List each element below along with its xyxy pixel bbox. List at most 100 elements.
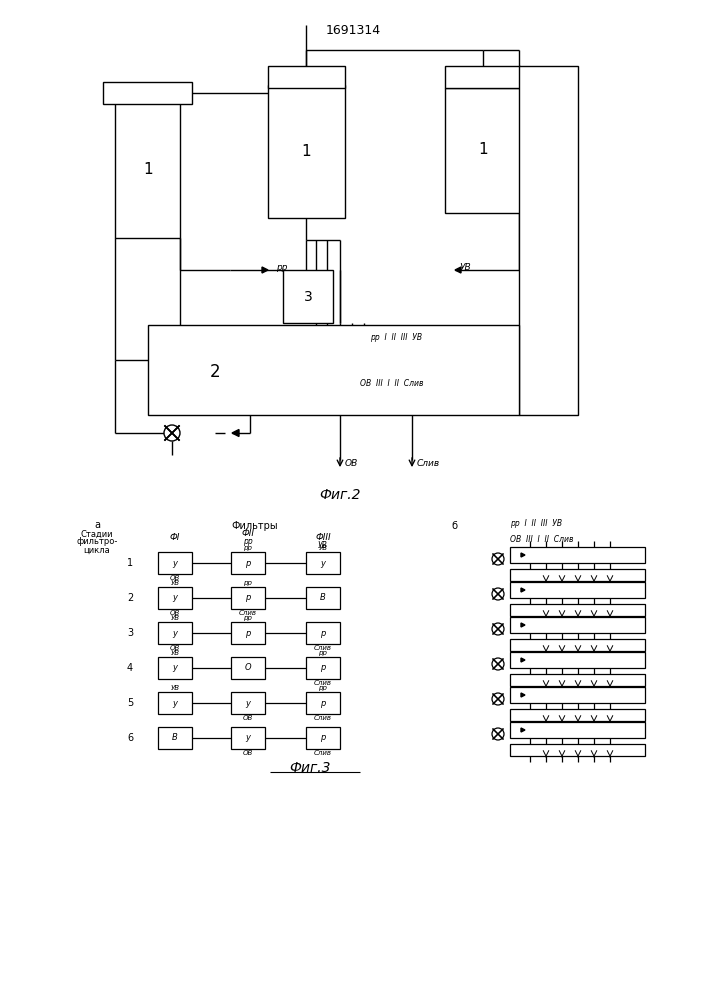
Text: Фиг.2: Фиг.2	[320, 488, 361, 502]
Text: ОВ: ОВ	[243, 750, 253, 756]
Bar	[519, 66, 578, 415]
Bar	[231, 587, 265, 609]
Text: у: у	[320, 558, 325, 568]
Text: Стадии: Стадии	[81, 530, 113, 538]
Text: В: В	[320, 593, 326, 602]
Text: 4: 4	[127, 663, 133, 673]
Bar	[158, 622, 192, 644]
Text: Слив: Слив	[314, 750, 332, 756]
Bar	[510, 617, 645, 633]
Circle shape	[492, 588, 504, 600]
Text: УВ: УВ	[460, 262, 472, 271]
Text: рр: рр	[243, 615, 252, 621]
Text: В: В	[172, 734, 178, 742]
Text: цикла: цикла	[83, 546, 110, 554]
Bar	[283, 270, 333, 323]
Bar	[231, 727, 265, 749]
Text: у: у	[245, 734, 250, 742]
Text: ОВ: ОВ	[170, 645, 180, 651]
Bar	[510, 639, 645, 651]
Text: рр: рр	[276, 262, 288, 271]
Bar	[306, 622, 340, 644]
Text: фильтро-: фильтро-	[76, 538, 117, 546]
Text: ОВ  III  I  II  Слив: ОВ III I II Слив	[360, 378, 423, 387]
Text: Слив: Слив	[417, 460, 440, 468]
Text: рр: рр	[243, 545, 252, 551]
Bar	[445, 66, 520, 88]
Polygon shape	[521, 553, 525, 557]
Bar	[510, 569, 645, 581]
Text: р: р	[245, 558, 251, 568]
Bar	[231, 552, 265, 574]
Text: 2: 2	[210, 363, 221, 381]
Text: ОВ: ОВ	[170, 610, 180, 616]
Polygon shape	[521, 588, 525, 592]
Circle shape	[492, 553, 504, 565]
Text: ФI: ФI	[170, 534, 180, 542]
Text: 1: 1	[144, 161, 153, 176]
Text: р: р	[245, 593, 251, 602]
Text: рр: рр	[243, 580, 252, 586]
Text: у: у	[245, 698, 250, 708]
Bar	[510, 687, 645, 703]
Bar	[148, 325, 519, 415]
Bar	[306, 692, 340, 714]
Text: ОВ: ОВ	[243, 715, 253, 721]
Text: рр: рр	[243, 536, 253, 546]
Text: УВ: УВ	[170, 615, 180, 621]
Circle shape	[164, 425, 180, 441]
Bar	[115, 100, 180, 238]
Bar	[306, 727, 340, 749]
Bar	[306, 657, 340, 679]
Bar	[158, 657, 192, 679]
Text: Слив: Слив	[239, 610, 257, 616]
Text: ОВ: ОВ	[345, 460, 358, 468]
Bar	[158, 587, 192, 609]
Circle shape	[492, 693, 504, 705]
Text: 2: 2	[127, 593, 133, 603]
Circle shape	[492, 623, 504, 635]
Text: Фильтры: Фильтры	[232, 521, 279, 531]
Text: Слив: Слив	[314, 715, 332, 721]
Circle shape	[492, 658, 504, 670]
Text: у: у	[173, 629, 177, 638]
Bar	[158, 552, 192, 574]
Text: ОВ: ОВ	[170, 575, 180, 581]
Text: УВ: УВ	[170, 580, 180, 586]
Polygon shape	[455, 267, 461, 273]
Text: ФIII: ФIII	[315, 534, 331, 542]
Bar	[103, 82, 192, 104]
Text: 3: 3	[127, 628, 133, 638]
Text: р: р	[320, 664, 326, 672]
Text: ФII: ФII	[242, 530, 255, 538]
Text: у: у	[173, 664, 177, 672]
Bar	[231, 692, 265, 714]
Bar	[306, 587, 340, 609]
Text: р: р	[320, 734, 326, 742]
Text: Слив: Слив	[314, 680, 332, 686]
Bar	[268, 85, 345, 218]
Bar	[510, 582, 645, 598]
Bar	[510, 604, 645, 616]
Text: рр  I  II  III  УВ: рр I II III УВ	[510, 520, 562, 528]
Circle shape	[492, 728, 504, 740]
Bar	[510, 744, 645, 756]
Text: 1: 1	[127, 558, 133, 568]
Text: О: О	[245, 664, 251, 672]
Bar	[268, 66, 345, 88]
Text: Фиг.3: Фиг.3	[289, 761, 331, 775]
Text: ОВ  III  I  II  Слив: ОВ III I II Слив	[510, 536, 573, 544]
Polygon shape	[521, 728, 525, 732]
Text: 5: 5	[127, 698, 133, 708]
Bar	[231, 622, 265, 644]
Bar	[445, 88, 520, 213]
Text: р: р	[245, 629, 251, 638]
Bar	[158, 727, 192, 749]
Text: УВ: УВ	[170, 650, 180, 656]
Text: рр: рр	[318, 685, 327, 691]
Bar	[510, 547, 645, 563]
Bar	[510, 674, 645, 686]
Text: рр  I  II  III  УВ: рр I II III УВ	[370, 332, 422, 342]
Bar	[510, 709, 645, 721]
Polygon shape	[521, 693, 525, 697]
